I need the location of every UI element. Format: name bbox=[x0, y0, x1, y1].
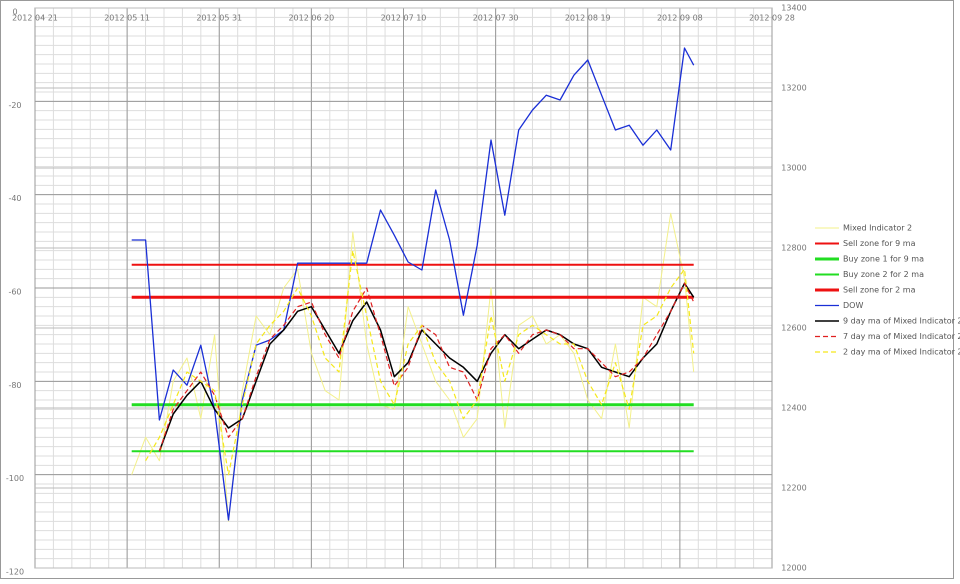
y-tick-label: -60 bbox=[8, 288, 21, 297]
x-tick-label: 2012 07 30 bbox=[473, 14, 519, 23]
y2-tick-label: 13200 bbox=[781, 84, 806, 93]
series-line bbox=[145, 250, 695, 476]
series-line bbox=[158, 282, 695, 452]
legend-label: Buy zone 1 for 9 ma bbox=[843, 255, 924, 264]
x-tick-label: 2012 07 10 bbox=[381, 14, 427, 23]
y2-tick-label: 12800 bbox=[781, 244, 806, 253]
x-tick-label: 2012 06 20 bbox=[288, 14, 334, 23]
x-tick-label: 2012 08 19 bbox=[565, 14, 611, 23]
y-tick-label: -80 bbox=[8, 381, 21, 390]
legend-label: Sell zone for 9 ma bbox=[843, 239, 916, 248]
y-tick-label: -20 bbox=[8, 101, 21, 110]
y2-tick-label: 12000 bbox=[781, 564, 806, 573]
series-line bbox=[131, 212, 695, 522]
legend-label: Buy zone 2 for 2 ma bbox=[843, 270, 924, 279]
legend-label: 2 day ma of Mixed Indicator 2 bbox=[843, 348, 960, 357]
y-tick-label: 0 bbox=[12, 8, 17, 17]
x-tick-label: 2012 04 21 bbox=[12, 14, 58, 23]
y2-tick-label: 13400 bbox=[781, 4, 806, 13]
y2-tick-label: 13000 bbox=[781, 164, 806, 173]
y-tick-label: -120 bbox=[6, 568, 24, 577]
series-line bbox=[158, 282, 695, 452]
y2-tick-label: 12200 bbox=[781, 484, 806, 493]
legend-label: DOW bbox=[843, 301, 863, 310]
grid: 2012 04 21 2012 05 11 2012 05 31 2012 06 20… bbox=[6, 4, 807, 577]
series-line bbox=[131, 47, 695, 521]
x-tick-label: 2012 05 11 bbox=[104, 14, 150, 23]
legend-label: 9 day ma of Mixed Indicator 2 bbox=[843, 317, 960, 326]
y-tick-label: -40 bbox=[8, 194, 21, 203]
x-tick-label: 2012 09 28 bbox=[749, 14, 795, 23]
y2-tick-label: 12400 bbox=[781, 404, 806, 413]
legend-label: Sell zone for 2 ma bbox=[843, 286, 916, 295]
y-tick-label: -100 bbox=[6, 474, 24, 483]
x-tick-label: 2012 05 31 bbox=[196, 14, 242, 23]
x-tick-label: 2012 09 08 bbox=[657, 14, 703, 23]
y2-tick-label: 12600 bbox=[781, 324, 806, 333]
legend-label: Mixed Indicator 2 bbox=[843, 224, 912, 233]
legend-label: 7 day ma of Mixed Indicator 2 bbox=[843, 332, 960, 341]
marks bbox=[131, 47, 695, 522]
legend: Mixed Indicator 2 Sell zone for 9 ma Buy z… bbox=[815, 224, 960, 357]
